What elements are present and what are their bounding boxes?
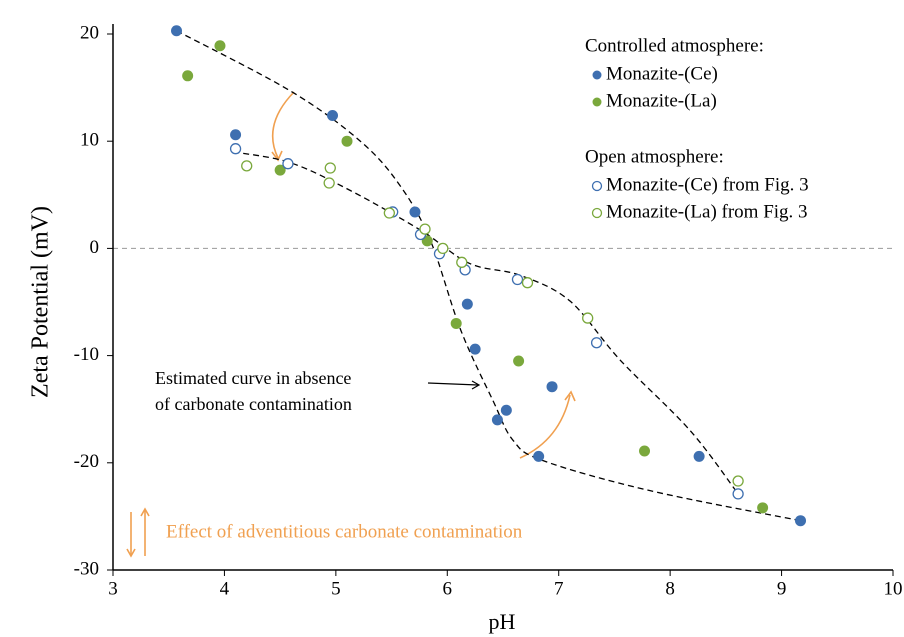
data-point bbox=[282, 158, 294, 170]
y-tick-label: 0 bbox=[90, 237, 100, 258]
data-point bbox=[230, 129, 242, 141]
legend-marker bbox=[592, 70, 602, 80]
x-tick-label: 10 bbox=[884, 578, 903, 599]
data-point bbox=[383, 207, 395, 219]
data-point bbox=[469, 343, 481, 355]
data-point bbox=[590, 337, 603, 349]
legend-group-title: Open atmosphere: bbox=[585, 146, 724, 167]
x-tick-label: 5 bbox=[331, 578, 341, 599]
data-point bbox=[182, 70, 194, 82]
estimated-curve bbox=[233, 151, 739, 495]
data-point bbox=[214, 40, 226, 52]
legend-marker bbox=[591, 207, 603, 219]
x-tick-label: 4 bbox=[220, 578, 230, 599]
annotation: Estimated curve in absence bbox=[155, 368, 351, 388]
data-point bbox=[409, 206, 421, 218]
legend-label: Monazite-(La) from Fig. 3 bbox=[606, 201, 808, 222]
effect-arrows bbox=[126, 91, 576, 558]
data-point bbox=[511, 273, 524, 286]
data-point bbox=[693, 450, 705, 462]
data-point bbox=[229, 143, 242, 155]
legend-label: Monazite-(Ce) from Fig. 3 bbox=[606, 174, 809, 195]
y-tick-label: 20 bbox=[80, 22, 99, 43]
data-point bbox=[513, 355, 525, 367]
legend-label: Monazite-(Ce) bbox=[606, 63, 718, 84]
data-point bbox=[450, 317, 462, 329]
legend-group-title: Controlled atmosphere: bbox=[585, 35, 764, 56]
data-point bbox=[757, 502, 769, 514]
y-tick-label: 10 bbox=[80, 130, 99, 151]
y-axis-label: Zeta Potential (mV) bbox=[28, 206, 54, 398]
x-tick-label: 3 bbox=[108, 578, 118, 599]
data-point bbox=[500, 404, 512, 416]
annotation: Effect of adventitious carbonate contami… bbox=[166, 521, 523, 542]
data-point bbox=[732, 475, 744, 487]
x-tick-label: 9 bbox=[777, 578, 787, 599]
data-point bbox=[461, 298, 473, 310]
data-point bbox=[323, 177, 335, 189]
data-point bbox=[491, 414, 503, 426]
legend-marker bbox=[592, 97, 602, 107]
x-tick-label: 6 bbox=[443, 578, 453, 599]
data-point bbox=[582, 312, 594, 324]
data-point bbox=[241, 160, 253, 172]
data-point bbox=[456, 256, 468, 268]
data-point bbox=[437, 242, 449, 255]
data-point bbox=[341, 135, 353, 147]
data-point bbox=[639, 445, 651, 457]
data-point bbox=[419, 223, 431, 235]
data-point bbox=[521, 277, 534, 289]
annotation-arrow-head bbox=[471, 380, 481, 390]
y-tick-label: -20 bbox=[74, 451, 99, 472]
data-point bbox=[274, 164, 286, 176]
legend-marker bbox=[591, 180, 603, 192]
annotation-arrow bbox=[427, 382, 479, 386]
data-point bbox=[546, 381, 558, 393]
estimated-curve bbox=[176, 30, 801, 522]
data-point bbox=[324, 162, 336, 174]
data-point bbox=[327, 109, 339, 121]
x-tick-label: 7 bbox=[554, 578, 564, 599]
data-point bbox=[171, 25, 183, 37]
x-axis-label: pH bbox=[489, 609, 516, 634]
data-point bbox=[795, 515, 807, 527]
data-point bbox=[533, 450, 545, 462]
data-point bbox=[732, 488, 744, 500]
legend-label: Monazite-(La) bbox=[606, 90, 717, 111]
annotation: of carbonate contamination bbox=[155, 394, 352, 414]
x-tick-label: 8 bbox=[665, 578, 675, 599]
y-tick-label: -10 bbox=[74, 344, 99, 365]
y-tick-label: -30 bbox=[74, 558, 99, 579]
